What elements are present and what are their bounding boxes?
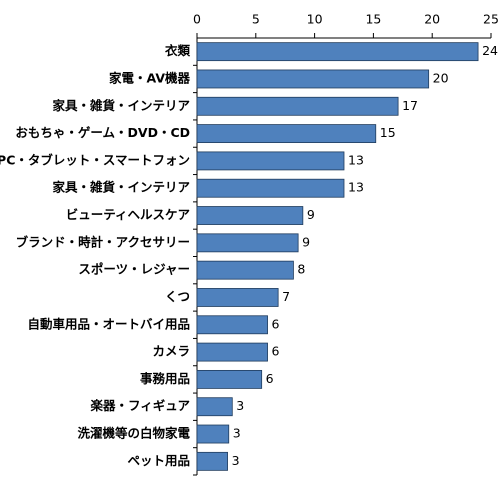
bar: [196, 151, 345, 171]
data-label: 6: [266, 371, 274, 386]
x-tick-label: 10: [307, 12, 323, 27]
data-label: 3: [236, 398, 244, 413]
data-label: 7: [282, 289, 290, 304]
y-tick-label: 洗濯機等の白物家電: [77, 426, 190, 441]
data-label: 6: [272, 344, 280, 359]
data-label: 3: [233, 426, 241, 441]
data-label: 6: [272, 316, 280, 331]
y-tick-label: ブランド・時計・アクセサリー: [16, 234, 190, 249]
bar: [196, 69, 430, 89]
data-label: 13: [348, 180, 364, 195]
x-tick-label: 5: [252, 12, 260, 27]
data-label: 9: [302, 234, 310, 249]
data-label: 9: [307, 207, 315, 222]
bar: [196, 451, 228, 471]
y-tick-label: 家具・雑貨・インテリア: [52, 180, 190, 195]
bar: [196, 342, 268, 362]
data-label: 15: [380, 125, 396, 140]
x-tick-label: 25: [483, 12, 499, 27]
y-tick-label: 家具・雑貨・インテリア: [52, 98, 190, 113]
y-tick-label: カメラ: [152, 344, 190, 359]
y-tick-label: くつ: [165, 289, 190, 304]
y-tick-label: スポーツ・レジャー: [78, 262, 190, 277]
bar: [196, 260, 294, 280]
y-tick-label: 家電・AV機器: [109, 70, 190, 85]
y-tick-label: おもちゃ・ゲーム・DVD・CD: [15, 125, 190, 140]
data-label: 17: [402, 98, 418, 113]
y-tick-label: 楽器・フィギュア: [89, 398, 190, 413]
bar: [196, 206, 304, 225]
y-tick-label: ビューティヘルスケア: [66, 207, 190, 222]
bar: [196, 96, 399, 116]
bar: [196, 424, 230, 444]
x-tick-label: 15: [365, 12, 381, 27]
bar: [196, 397, 233, 417]
data-label: 24: [482, 43, 498, 58]
y-tick-label: PC・タブレット・スマートフォン: [0, 152, 190, 167]
data-label: 3: [232, 453, 240, 468]
x-tick-label: 0: [193, 12, 201, 27]
bar: [196, 315, 268, 335]
bar: [196, 178, 345, 198]
bar: [196, 369, 263, 389]
y-tick-label: 自動車用品・オートバイ用品: [27, 316, 190, 331]
data-label: 8: [297, 262, 305, 277]
y-tick-label: ペット用品: [127, 453, 190, 468]
y-tick-label: 事務用品: [140, 371, 190, 386]
x-tick-label: 20: [424, 12, 440, 27]
bar: [196, 288, 279, 307]
bar: [196, 42, 479, 62]
data-label: 13: [348, 152, 364, 167]
y-tick-label: 衣類: [165, 43, 191, 58]
data-label: 20: [433, 70, 449, 85]
bar: [196, 233, 299, 253]
bar: [196, 124, 377, 144]
